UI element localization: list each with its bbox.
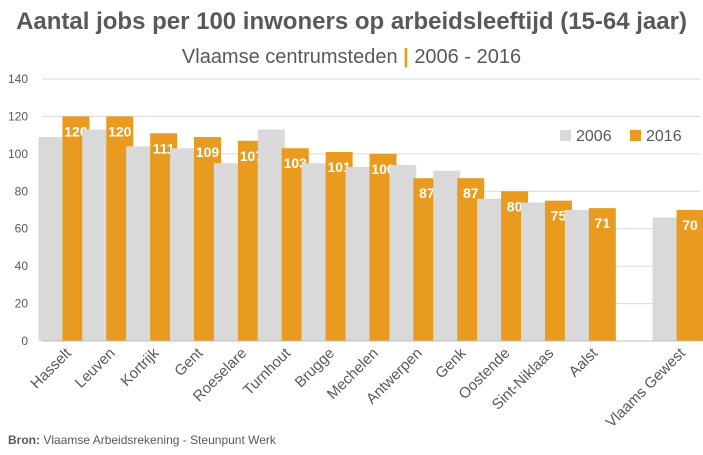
data-label-2016: 71 — [595, 215, 611, 231]
data-label-2016: 109 — [196, 144, 220, 160]
data-label-2016: 101 — [327, 159, 351, 175]
y-tick-label: 60 — [15, 222, 29, 236]
source-note: Bron: Vlaamse Arbeidsrekening - Steunpun… — [8, 433, 276, 447]
x-tick-label: Kortrijk — [117, 344, 162, 389]
y-tick-label: 80 — [15, 184, 29, 198]
data-label-2016: 70 — [682, 217, 698, 233]
x-tick-label: Genk — [432, 344, 470, 382]
data-label-2016: 100 — [371, 161, 395, 177]
y-tick-label: 140 — [8, 72, 28, 86]
data-label-2016: 120 — [108, 123, 132, 139]
bar-2006 — [477, 198, 505, 341]
data-label-2016: 103 — [284, 155, 308, 171]
chart-subtitle: Vlaamse centrumsteden | 2006 - 2016 — [0, 46, 703, 69]
data-label-2016: 111 — [153, 140, 175, 156]
legend-label-2016: 2016 — [646, 128, 682, 145]
subtitle-left: Vlaamse centrumsteden — [181, 46, 398, 68]
data-label-2016: 75 — [551, 208, 567, 224]
bar-2006 — [433, 170, 461, 341]
legend-label-2006: 2006 — [576, 128, 612, 145]
x-tick-label: Vlaams Gewest — [603, 344, 690, 431]
bar-2006 — [126, 146, 154, 341]
bar-2006 — [170, 148, 198, 341]
data-label-2016: 87 — [419, 185, 435, 201]
y-tick-label: 120 — [8, 109, 28, 123]
x-tick-label: Gent — [171, 344, 207, 380]
y-tick-label: 40 — [15, 259, 29, 273]
bar-2006 — [389, 165, 417, 341]
data-label-2016: 80 — [507, 198, 523, 214]
y-tick-label: 0 — [21, 334, 28, 348]
bar-2006 — [82, 129, 110, 341]
bar-2016 — [676, 210, 703, 341]
bar-2006 — [38, 137, 66, 341]
bar-2006 — [257, 129, 285, 341]
bar-2006 — [213, 163, 241, 341]
data-label-2016: 120 — [64, 123, 88, 139]
bar-2006 — [520, 202, 548, 341]
subtitle-separator: | — [403, 46, 409, 68]
x-tick-label: Aalst — [566, 344, 602, 380]
source-text: Vlaamse Arbeidsrekening - Steunpunt Werk — [43, 433, 276, 447]
bar-2006 — [652, 217, 680, 341]
y-tick-label: 100 — [8, 147, 28, 161]
bar-2006 — [564, 210, 592, 341]
y-tick-label: 20 — [15, 297, 29, 311]
data-label-2016: 107 — [240, 148, 264, 164]
legend-swatch-2006 — [560, 130, 571, 141]
source-label: Bron: — [8, 433, 40, 447]
data-label-2016: 87 — [463, 185, 479, 201]
legend-swatch-2016 — [630, 130, 641, 141]
chart-title: Aantal jobs per 100 inwoners op arbeidsl… — [16, 8, 687, 35]
bar-2006 — [345, 166, 373, 341]
x-tick-label: Turnhout — [240, 344, 295, 399]
bar-2006 — [301, 163, 329, 341]
bar-2016 — [588, 208, 616, 341]
subtitle-right: 2006 - 2016 — [414, 46, 522, 68]
x-tick-label: Hasselt — [27, 344, 75, 392]
x-tick-label: Leuven — [72, 345, 119, 392]
